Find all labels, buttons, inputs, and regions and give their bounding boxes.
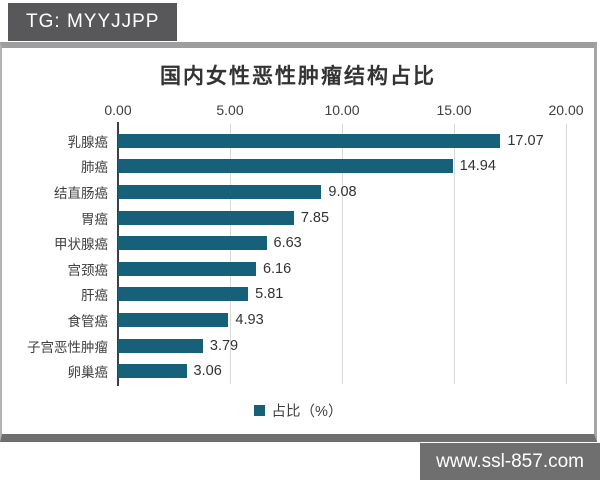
bar-row: 乳腺癌 17.07: [68, 128, 566, 154]
bar-row: 甲状腺癌 6.63: [54, 230, 566, 256]
gridline: [566, 124, 567, 384]
bar-row: 食管癌 4.93: [68, 307, 566, 333]
watermark-bottom-badge: www.ssl-857.com: [420, 443, 600, 480]
x-axis-tick-label: 0.00: [104, 102, 132, 118]
x-axis-tick-label: 15.00: [436, 102, 472, 118]
y-axis-line: [117, 122, 119, 386]
legend-label: 占比（%）: [271, 404, 343, 420]
category-label: 甲状腺癌: [54, 237, 108, 253]
bar-row: 肺癌 14.94: [81, 154, 566, 180]
value-label: 3.06: [193, 363, 222, 380]
bar: [118, 210, 294, 225]
bar-row: 结直肠癌 9.08: [54, 179, 566, 205]
bar: [118, 312, 229, 327]
value-label: 9.08: [328, 183, 357, 200]
gridline: [230, 124, 231, 384]
chart-title: 国内女性恶性肿瘤结构占比: [160, 65, 436, 88]
gridline: [342, 124, 343, 384]
chart-panel: 国内女性恶性肿瘤结构占比 0.00 5.00 10.00 15.00 20.00 乳腺癌…: [0, 42, 597, 442]
bar: [118, 364, 187, 379]
bar-row: 胃癌 7.85: [81, 205, 566, 231]
x-axis-tick-label: 20.00: [548, 102, 584, 118]
category-label: 结直肠癌: [54, 185, 108, 201]
bar: [118, 287, 249, 302]
legend: 占比（%）: [2, 400, 594, 421]
bar: [118, 236, 267, 251]
value-label: 3.79: [209, 337, 239, 354]
category-label: 子宫恶性肿瘤: [27, 339, 108, 355]
category-label: 肺癌: [81, 160, 108, 176]
bar: [118, 261, 256, 276]
value-label: 14.94: [459, 158, 496, 175]
category-label: 卵巢癌: [67, 365, 109, 381]
watermark-top-badge: TG: MYYJJPP: [8, 3, 178, 41]
bar-row: 子宫恶性肿瘤 3.79: [27, 333, 566, 359]
value-label: 6.16: [262, 260, 292, 277]
bar: [118, 338, 203, 353]
category-label: 食管癌: [67, 313, 109, 329]
bar-row: 肝癌 5.81: [81, 282, 566, 308]
x-axis-tick-label: 10.00: [324, 102, 360, 118]
bar-row: 宫颈癌 6.16: [68, 256, 566, 282]
category-label: 胃癌: [81, 211, 108, 227]
category-label: 乳腺癌: [67, 134, 109, 150]
legend-swatch-icon: [253, 405, 265, 416]
value-label: 5.81: [255, 286, 284, 303]
value-label: 4.93: [235, 311, 264, 328]
bar: [118, 133, 501, 148]
bar: [118, 159, 453, 174]
x-axis: 0.00 5.00 10.00 15.00 20.00: [104, 102, 583, 120]
x-axis-tick-label: 5.00: [216, 102, 244, 118]
bar-row: 卵巢癌 3.06: [68, 358, 566, 384]
value-label: 7.85: [300, 209, 330, 226]
value-label: 17.07: [507, 132, 544, 149]
plot-area: 乳腺癌 17.07 肺癌 14.94 结直肠癌 9.08 胃癌 7.85 甲状腺癌 6.63 宫颈癌…: [27, 122, 567, 386]
category-label: 肝癌: [81, 288, 108, 304]
gridline: [454, 124, 455, 384]
category-label: 宫颈癌: [67, 262, 109, 278]
value-label: 6.63: [273, 235, 302, 252]
bar: [118, 184, 322, 199]
